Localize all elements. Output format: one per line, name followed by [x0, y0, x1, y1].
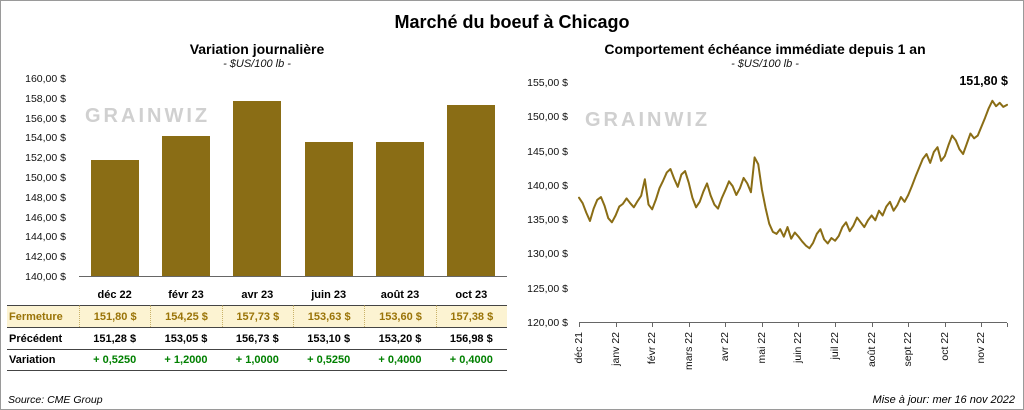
yearly-trend-panel: Comportement échéance immédiate depuis 1…	[513, 41, 1017, 383]
price-table: déc 22 févr 23 avr 23 juin 23 août 23 oct 23 F…	[7, 285, 507, 371]
table-cell: 151,28 $	[79, 327, 151, 349]
bar	[447, 104, 496, 276]
bar-chart: 160,00 $ 158,00 $ 156,00 $ 154,00 $ 152,00 $…	[7, 73, 507, 283]
bar-chart-y-tick: 156,00 $	[25, 112, 66, 125]
bar-chart-y-tick: 144,00 $	[25, 231, 66, 244]
x-axis-tick	[688, 323, 690, 327]
bar-chart-y-tick: 150,00 $	[25, 172, 66, 184]
x-axis-tick	[615, 323, 617, 327]
column-header: déc 22	[97, 289, 132, 301]
table-cell: 153,60 $	[364, 305, 436, 327]
line-chart-x-ticks	[579, 323, 1008, 327]
bar-chart-title: Variation journalière	[189, 41, 325, 57]
line-chart-y-tick: 145,00 $	[527, 145, 568, 158]
bar-chart-y-tick: 148,00 $	[25, 191, 66, 204]
table-cell: 157,38 $	[435, 305, 507, 327]
table-cell: 153,63 $	[293, 305, 365, 327]
last-price-annotation: 151,80 $	[958, 74, 1009, 88]
bar-chart-y-tick: 152,00 $	[25, 152, 66, 165]
bar-chart-y-tick: 158,00 $	[25, 92, 66, 105]
bar	[90, 159, 139, 276]
bar-chart-subtitle: - $US/100 lb -	[223, 58, 291, 70]
table-cell: + 0,4000	[364, 349, 436, 371]
line-chart-plot-area: GRAINWIZ 151,80 $	[579, 74, 1009, 323]
line-chart-y-tick: 120,00 $	[527, 317, 568, 329]
x-axis-tick	[761, 323, 763, 327]
column-header: juin 23	[311, 289, 347, 301]
column-header: avr 23	[241, 289, 274, 301]
row-label: Précédent	[7, 327, 79, 349]
column-header: oct 23	[455, 289, 488, 301]
bar-chart-y-axis: 160,00 $ 158,00 $ 156,00 $ 154,00 $ 152,00 $…	[7, 73, 71, 283]
table-cell: + 0,5250	[79, 349, 151, 371]
table-cell: + 1,0000	[221, 349, 293, 371]
line-chart-y-tick: 150,00 $	[527, 111, 568, 124]
bar	[233, 101, 282, 276]
line-chart-title: Comportement échéance immédiate depuis 1…	[604, 41, 926, 57]
line-chart-y-tick: 140,00 $	[527, 179, 568, 192]
bar-chart-y-tick: 140,00 $	[25, 271, 66, 283]
table-cell: 157,73 $	[221, 305, 293, 327]
table-cell: + 1,2000	[150, 349, 222, 371]
table-cell: 153,20 $	[364, 327, 436, 349]
daily-variation-panel: Variation journalière - $US/100 lb - 160…	[7, 41, 507, 371]
table-corner	[7, 285, 79, 305]
price-line	[579, 83, 1007, 322]
table-cell: 153,10 $	[293, 327, 365, 349]
source-note: Source: CME Group	[8, 394, 103, 406]
x-axis-tick	[981, 323, 983, 327]
x-axis-tick	[944, 323, 946, 327]
line-chart-subtitle: - $US/100 lb -	[731, 58, 799, 70]
page-title: Marché du boeuf à Chicago	[394, 12, 630, 32]
line-chart-y-tick: 125,00 $	[527, 282, 568, 295]
bar-chart-y-tick: 160,00 $	[25, 73, 66, 85]
bar	[161, 135, 210, 276]
table-cell: 153,05 $	[150, 327, 222, 349]
x-axis-tick	[835, 323, 837, 327]
x-axis-tick	[908, 323, 910, 327]
line-chart: 155,00 $ 150,00 $ 145,00 $ 140,00 $ 135,00 $…	[513, 74, 1017, 383]
update-note: Mise à jour: mer 16 nov 2022	[872, 394, 1015, 406]
x-axis-tick	[579, 323, 580, 327]
line-chart-y-axis: 155,00 $ 150,00 $ 145,00 $ 140,00 $ 135,00 $…	[513, 77, 573, 329]
bar-chart-plot-area: GRAINWIZ	[79, 79, 507, 277]
row-label: Fermeture	[7, 305, 79, 327]
bar	[304, 141, 353, 276]
table-cell: 156,98 $	[435, 327, 507, 349]
x-axis-tick	[871, 323, 873, 327]
line-chart-x-axis: déc 21 janv 22 févr 22 mars 22 avr 22 mai 22 j…	[573, 332, 988, 370]
x-axis-tick	[798, 323, 800, 327]
table-cell: + 0,4000	[435, 349, 507, 371]
line-chart-y-tick: 155,00 $	[527, 77, 568, 89]
x-axis-tick	[1007, 323, 1008, 327]
bar-chart-y-tick: 142,00 $	[25, 251, 66, 264]
table-cell: 151,80 $	[79, 305, 151, 327]
line-chart-y-tick: 130,00 $	[527, 248, 568, 261]
bar-series	[79, 79, 507, 276]
bar	[375, 142, 424, 276]
table-cell: + 0,5250	[293, 349, 365, 371]
row-label: Variation	[7, 349, 79, 371]
bar-chart-y-tick: 154,00 $	[25, 132, 66, 145]
table-cell: 154,25 $	[150, 305, 222, 327]
column-header: févr 23	[168, 289, 204, 301]
column-header: août 23	[380, 289, 420, 301]
x-axis-tick	[725, 323, 727, 327]
bar-chart-y-tick: 146,00 $	[25, 211, 66, 224]
line-chart-y-tick: 135,00 $	[527, 214, 568, 227]
table-cell: 156,73 $	[221, 327, 293, 349]
x-axis-tick	[652, 323, 654, 327]
